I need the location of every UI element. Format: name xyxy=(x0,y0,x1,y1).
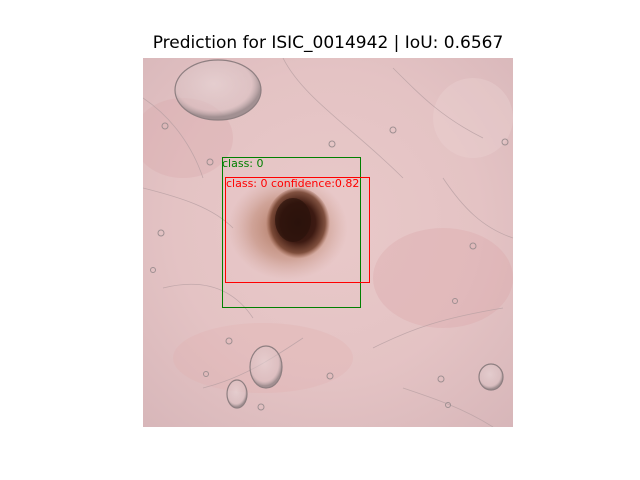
hair-strands xyxy=(143,58,513,427)
prediction-label: class: 0 confidence:0.82 xyxy=(226,177,360,190)
air-bubbles xyxy=(150,59,509,411)
ground-truth-box xyxy=(222,157,361,308)
ground-truth-label: class: 0 xyxy=(222,157,264,170)
prediction-box xyxy=(225,177,370,283)
dermoscopy-image: class: 0 class: 0 confidence:0.82 xyxy=(143,58,513,427)
skin-lesion-image xyxy=(143,58,513,427)
figure-title: Prediction for ISIC_0014942 | IoU: 0.656… xyxy=(152,33,504,53)
lesion xyxy=(228,176,348,280)
